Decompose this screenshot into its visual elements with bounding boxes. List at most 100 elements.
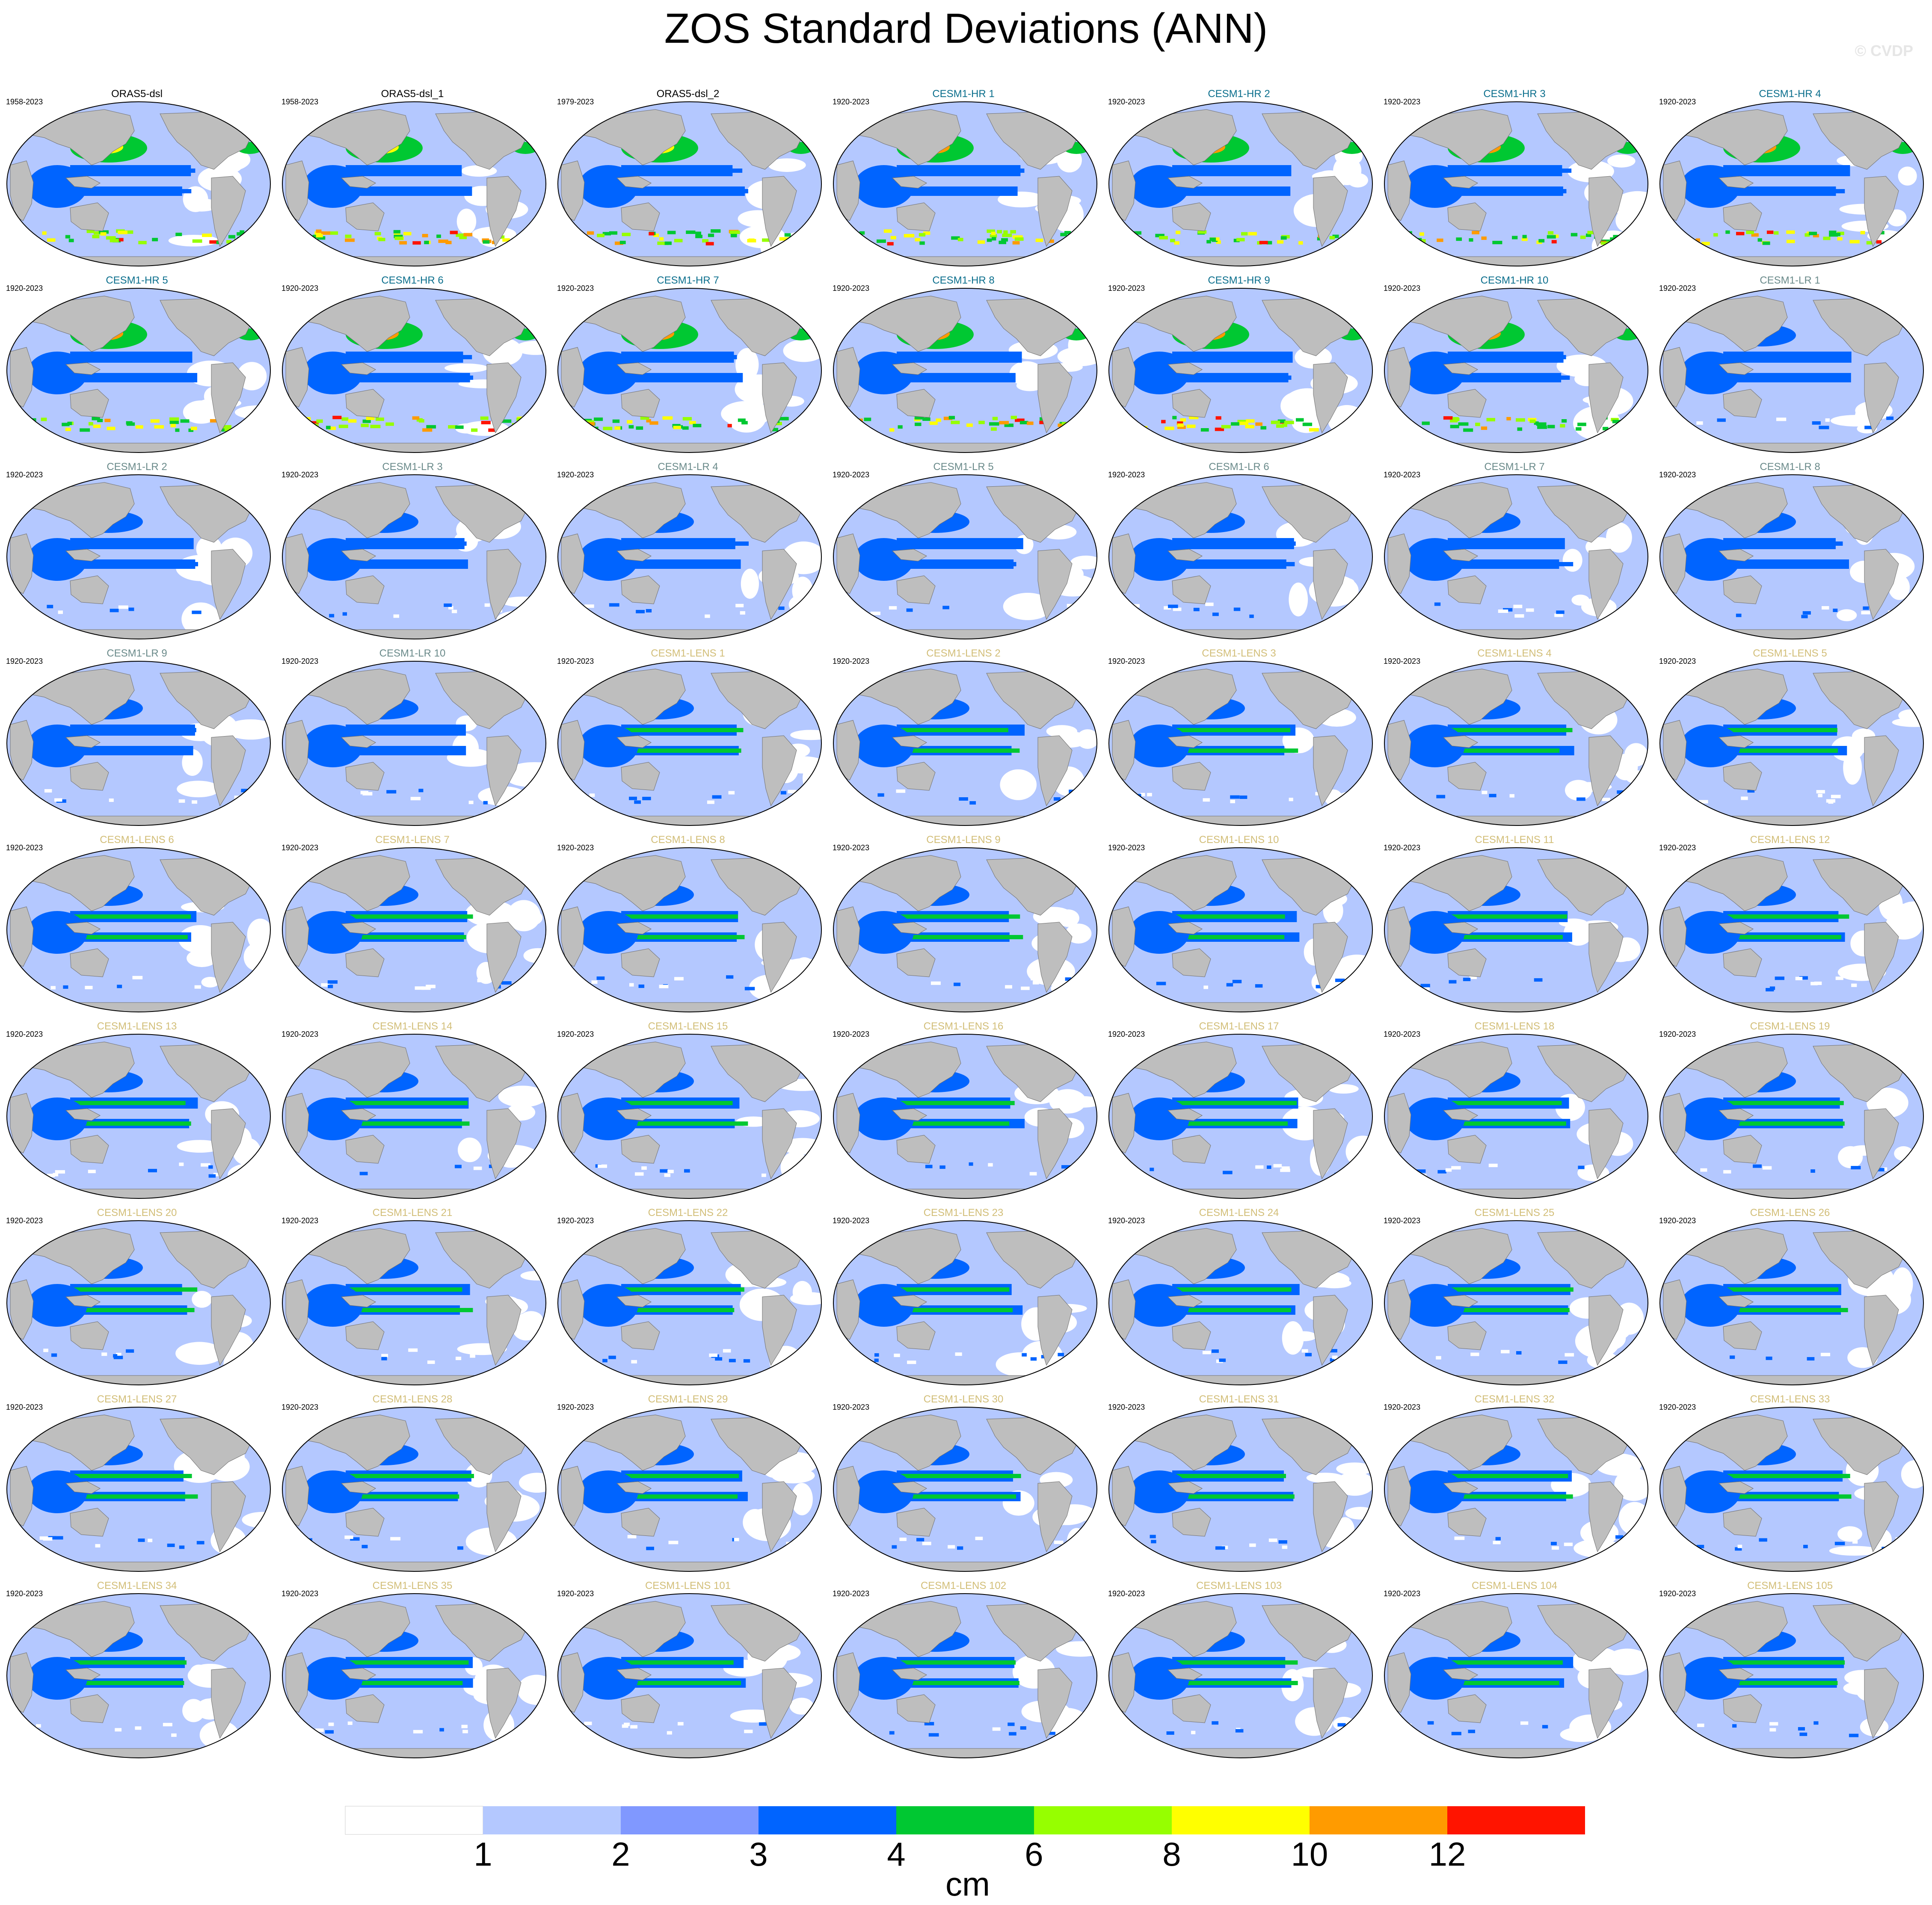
panel-year-range: 1920-2023: [1384, 1030, 1421, 1038]
panel-year-range: 1920-2023: [282, 470, 319, 479]
panel-title: CESM1-HR 4: [1759, 88, 1821, 100]
panel-title: CESM1-LR 8: [1760, 461, 1820, 473]
ssh-std-map: [557, 1593, 822, 1758]
colorbar-tick-label: 4: [887, 1835, 906, 1873]
map-panel: ORAS5-dsl_2 1979-2023: [551, 88, 825, 267]
ssh-std-map: [6, 1593, 271, 1758]
panel-year-range: 1920-2023: [282, 1030, 319, 1038]
panel-year-range: 1920-2023: [1108, 284, 1145, 293]
map-panel: CESM1-LENS 10 1920-2023: [1102, 834, 1376, 1013]
panel-title: CESM1-LENS 23: [923, 1207, 1004, 1219]
panel-title: CESM1-LENS 9: [926, 834, 1001, 846]
ssh-std-map: [557, 1407, 822, 1572]
ssh-std-map: [6, 1407, 271, 1572]
colorbar-swatch: [621, 1806, 759, 1834]
map-panel: CESM1-LENS 26 1920-2023: [1653, 1207, 1927, 1386]
ssh-std-map: [1659, 474, 1924, 639]
panel-title: CESM1-LENS 10: [1199, 834, 1279, 846]
map-panel: CESM1-LR 1 1920-2023: [1653, 275, 1927, 453]
ssh-std-map: [833, 1593, 1097, 1758]
ssh-std-map: [1659, 847, 1924, 1012]
panel-title: CESM1-LENS 8: [651, 834, 725, 846]
panel-year-range: 1920-2023: [833, 1589, 870, 1598]
map-panel: CESM1-LENS 4 1920-2023: [1378, 648, 1651, 826]
panel-title: CESM1-LENS 6: [100, 834, 174, 846]
panel-title: CESM1-LR 10: [379, 648, 446, 659]
ssh-std-map: [833, 1220, 1097, 1385]
panel-year-range: 1920-2023: [6, 843, 43, 852]
map-panel: CESM1-LENS 30 1920-2023: [827, 1393, 1100, 1572]
ssh-std-map: [6, 474, 271, 639]
map-panel: CESM1-HR 7 1920-2023: [551, 275, 825, 453]
panel-title: CESM1-LENS 18: [1474, 1021, 1555, 1032]
ssh-std-map: [1384, 101, 1648, 266]
panel-year-range: 1920-2023: [1108, 98, 1145, 106]
panel-title: CESM1-HR 5: [106, 275, 168, 286]
panel-title: CESM1-LENS 103: [1196, 1580, 1282, 1591]
panel-year-range: 1920-2023: [1659, 657, 1696, 666]
ssh-std-map: [1108, 1407, 1373, 1572]
panel-year-range: 1920-2023: [1384, 98, 1421, 106]
ssh-std-map: [282, 1407, 546, 1572]
ssh-std-map: [282, 1220, 546, 1385]
panel-title: CESM1-HR 7: [657, 275, 719, 286]
panel-title: CESM1-LR 2: [107, 461, 167, 473]
panel-year-range: 1920-2023: [6, 470, 43, 479]
panel-title: CESM1-HR 10: [1480, 275, 1549, 286]
map-panel: CESM1-LENS 1 1920-2023: [551, 648, 825, 826]
map-panel: CESM1-LR 2 1920-2023: [0, 461, 274, 640]
ssh-std-map: [6, 661, 271, 826]
panel-year-range: 1920-2023: [1108, 1030, 1145, 1038]
colorbar-tick-label: 2: [611, 1835, 630, 1873]
ssh-std-map: [6, 847, 271, 1012]
colorbar-swatch: [759, 1806, 896, 1834]
panel-year-range: 1920-2023: [833, 98, 870, 106]
panel-year-range: 1920-2023: [282, 657, 319, 666]
panel-year-range: 1920-2023: [6, 1589, 43, 1598]
ssh-std-map: [282, 661, 546, 826]
panel-title: ORAS5-dsl_1: [381, 88, 444, 100]
ssh-std-map: [282, 101, 546, 266]
map-panel: CESM1-LENS 15 1920-2023: [551, 1021, 825, 1199]
ssh-std-map: [6, 1220, 271, 1385]
map-panel: CESM1-HR 2 1920-2023: [1102, 88, 1376, 267]
ssh-std-map: [282, 847, 546, 1012]
panel-year-range: 1920-2023: [1384, 843, 1421, 852]
ssh-std-map: [282, 474, 546, 639]
ssh-std-map: [1659, 1220, 1924, 1385]
ssh-std-map: [282, 288, 546, 453]
map-panel: CESM1-LENS 25 1920-2023: [1378, 1207, 1651, 1386]
ssh-std-map: [833, 661, 1097, 826]
ssh-std-map: [1108, 661, 1373, 826]
panel-title: CESM1-LENS 21: [372, 1207, 453, 1219]
ssh-std-map: [1384, 1593, 1648, 1758]
map-panel: CESM1-LENS 32 1920-2023: [1378, 1393, 1651, 1572]
ssh-std-map: [1108, 288, 1373, 453]
panel-title: CESM1-LENS 16: [923, 1021, 1004, 1032]
map-panel: CESM1-LR 10 1920-2023: [276, 648, 549, 826]
panel-year-range: 1920-2023: [1659, 98, 1696, 106]
panel-title: CESM1-LENS 28: [372, 1393, 453, 1405]
panel-year-range: 1958-2023: [6, 98, 43, 106]
colorbar-tick-label: 3: [749, 1835, 768, 1873]
panel-year-range: 1920-2023: [1108, 657, 1145, 666]
panel-year-range: 1920-2023: [282, 1589, 319, 1598]
panel-year-range: 1920-2023: [1108, 843, 1145, 852]
panel-year-range: 1920-2023: [833, 1030, 870, 1038]
panel-title: CESM1-LENS 11: [1475, 834, 1554, 846]
ssh-std-map: [557, 1220, 822, 1385]
ssh-std-map: [557, 1034, 822, 1199]
map-panel: CESM1-HR 6 1920-2023: [276, 275, 549, 453]
panel-year-range: 1920-2023: [557, 1030, 594, 1038]
ssh-std-map: [833, 1034, 1097, 1199]
map-panel: CESM1-HR 10 1920-2023: [1378, 275, 1651, 453]
map-panel: CESM1-LR 3 1920-2023: [276, 461, 549, 640]
ssh-std-map: [1659, 1407, 1924, 1572]
panel-year-range: 1920-2023: [833, 1216, 870, 1225]
panel-title: CESM1-LENS 32: [1474, 1393, 1555, 1405]
map-panel: ORAS5-dsl 1958-2023: [0, 88, 274, 267]
panel-year-range: 1920-2023: [282, 284, 319, 293]
map-panel: CESM1-LENS 9 1920-2023: [827, 834, 1100, 1013]
map-panel: CESM1-HR 9 1920-2023: [1102, 275, 1376, 453]
panel-title: CESM1-LENS 25: [1474, 1207, 1555, 1219]
